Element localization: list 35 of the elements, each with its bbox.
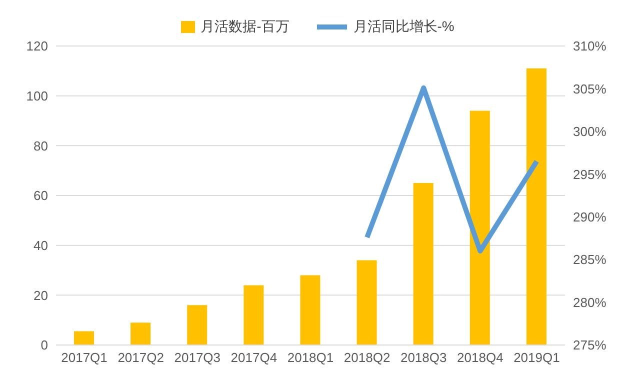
y-tick-label: 80 bbox=[34, 138, 48, 154]
bar bbox=[244, 285, 264, 345]
y2-tick-label: 290% bbox=[573, 209, 607, 224]
legend-label: 月活同比增长-% bbox=[353, 18, 454, 36]
bar bbox=[356, 260, 377, 345]
bar bbox=[130, 322, 151, 345]
y2-tick-label: 275% bbox=[573, 338, 607, 353]
y-tick-label: 60 bbox=[34, 188, 48, 204]
x-tick-label: 2018Q1 bbox=[287, 350, 334, 366]
x-tick-label: 2017Q4 bbox=[230, 350, 278, 366]
y-tick-label: 40 bbox=[34, 238, 48, 253]
y2-tick-label: 300% bbox=[573, 124, 607, 140]
y-tick-label: 100 bbox=[26, 88, 48, 104]
y2-tick-label: 305% bbox=[573, 81, 607, 96]
x-tick-label: 2017Q1 bbox=[61, 350, 108, 366]
y2-tick-label: 295% bbox=[573, 166, 607, 182]
bar bbox=[187, 305, 208, 345]
x-tick-label: 2018Q4 bbox=[457, 350, 504, 366]
bar bbox=[74, 331, 94, 345]
x-tick-label: 2017Q2 bbox=[118, 350, 164, 366]
y-tick-label: 0 bbox=[40, 338, 48, 353]
bar bbox=[300, 275, 320, 345]
bar bbox=[413, 183, 434, 345]
x-tick-label: 2017Q3 bbox=[174, 350, 221, 366]
bar bbox=[526, 68, 546, 345]
y2-tick-label: 285% bbox=[573, 252, 607, 268]
bar bbox=[470, 110, 490, 345]
x-tick-label: 2018Q3 bbox=[400, 350, 447, 366]
y-tick-label: 20 bbox=[34, 288, 48, 303]
y-tick-label: 120 bbox=[26, 38, 48, 54]
x-tick-label: 2018Q2 bbox=[344, 350, 390, 366]
x-tick-label: 2019Q1 bbox=[514, 350, 560, 366]
y2-tick-label: 280% bbox=[573, 294, 607, 310]
y2-tick-label: 310% bbox=[573, 38, 607, 54]
legend-label: 月活数据-百万 bbox=[200, 18, 290, 36]
